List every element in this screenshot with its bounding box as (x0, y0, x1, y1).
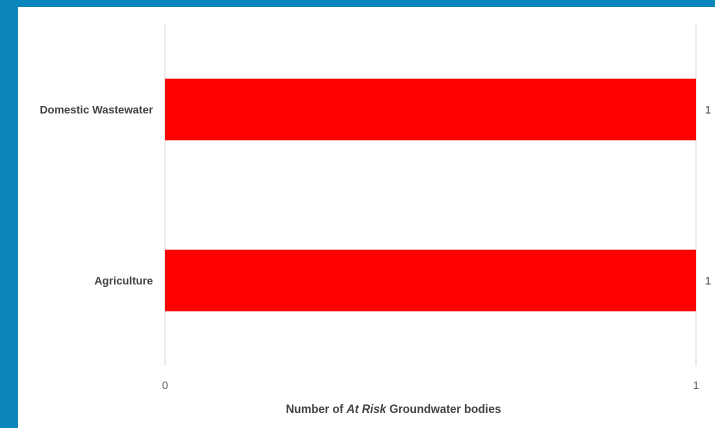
chart-panel: 0 1 Domestic Wastewater 1 Agriculture 1 Number… (18, 7, 715, 428)
x-tick-label-0: 0 (162, 380, 168, 392)
x-axis-title-part-1: Number of (286, 404, 347, 416)
data-label-0: 1 (705, 105, 711, 117)
x-axis-title: Number of At Risk Groundwater bodies (286, 404, 501, 416)
category-label-1: Agriculture (94, 276, 153, 288)
x-tick-label-1: 1 (693, 380, 699, 392)
x-axis-title-italic: At Risk (346, 404, 387, 416)
bar-0 (165, 78, 696, 141)
data-label-1: 1 (705, 276, 711, 288)
x-axis-title-part-3: Groundwater bodies (386, 404, 501, 416)
category-label-0: Domestic Wastewater (40, 105, 154, 117)
bar-1 (165, 249, 696, 312)
bar-chart: 0 1 Domestic Wastewater 1 Agriculture 1 Number… (40, 24, 711, 416)
